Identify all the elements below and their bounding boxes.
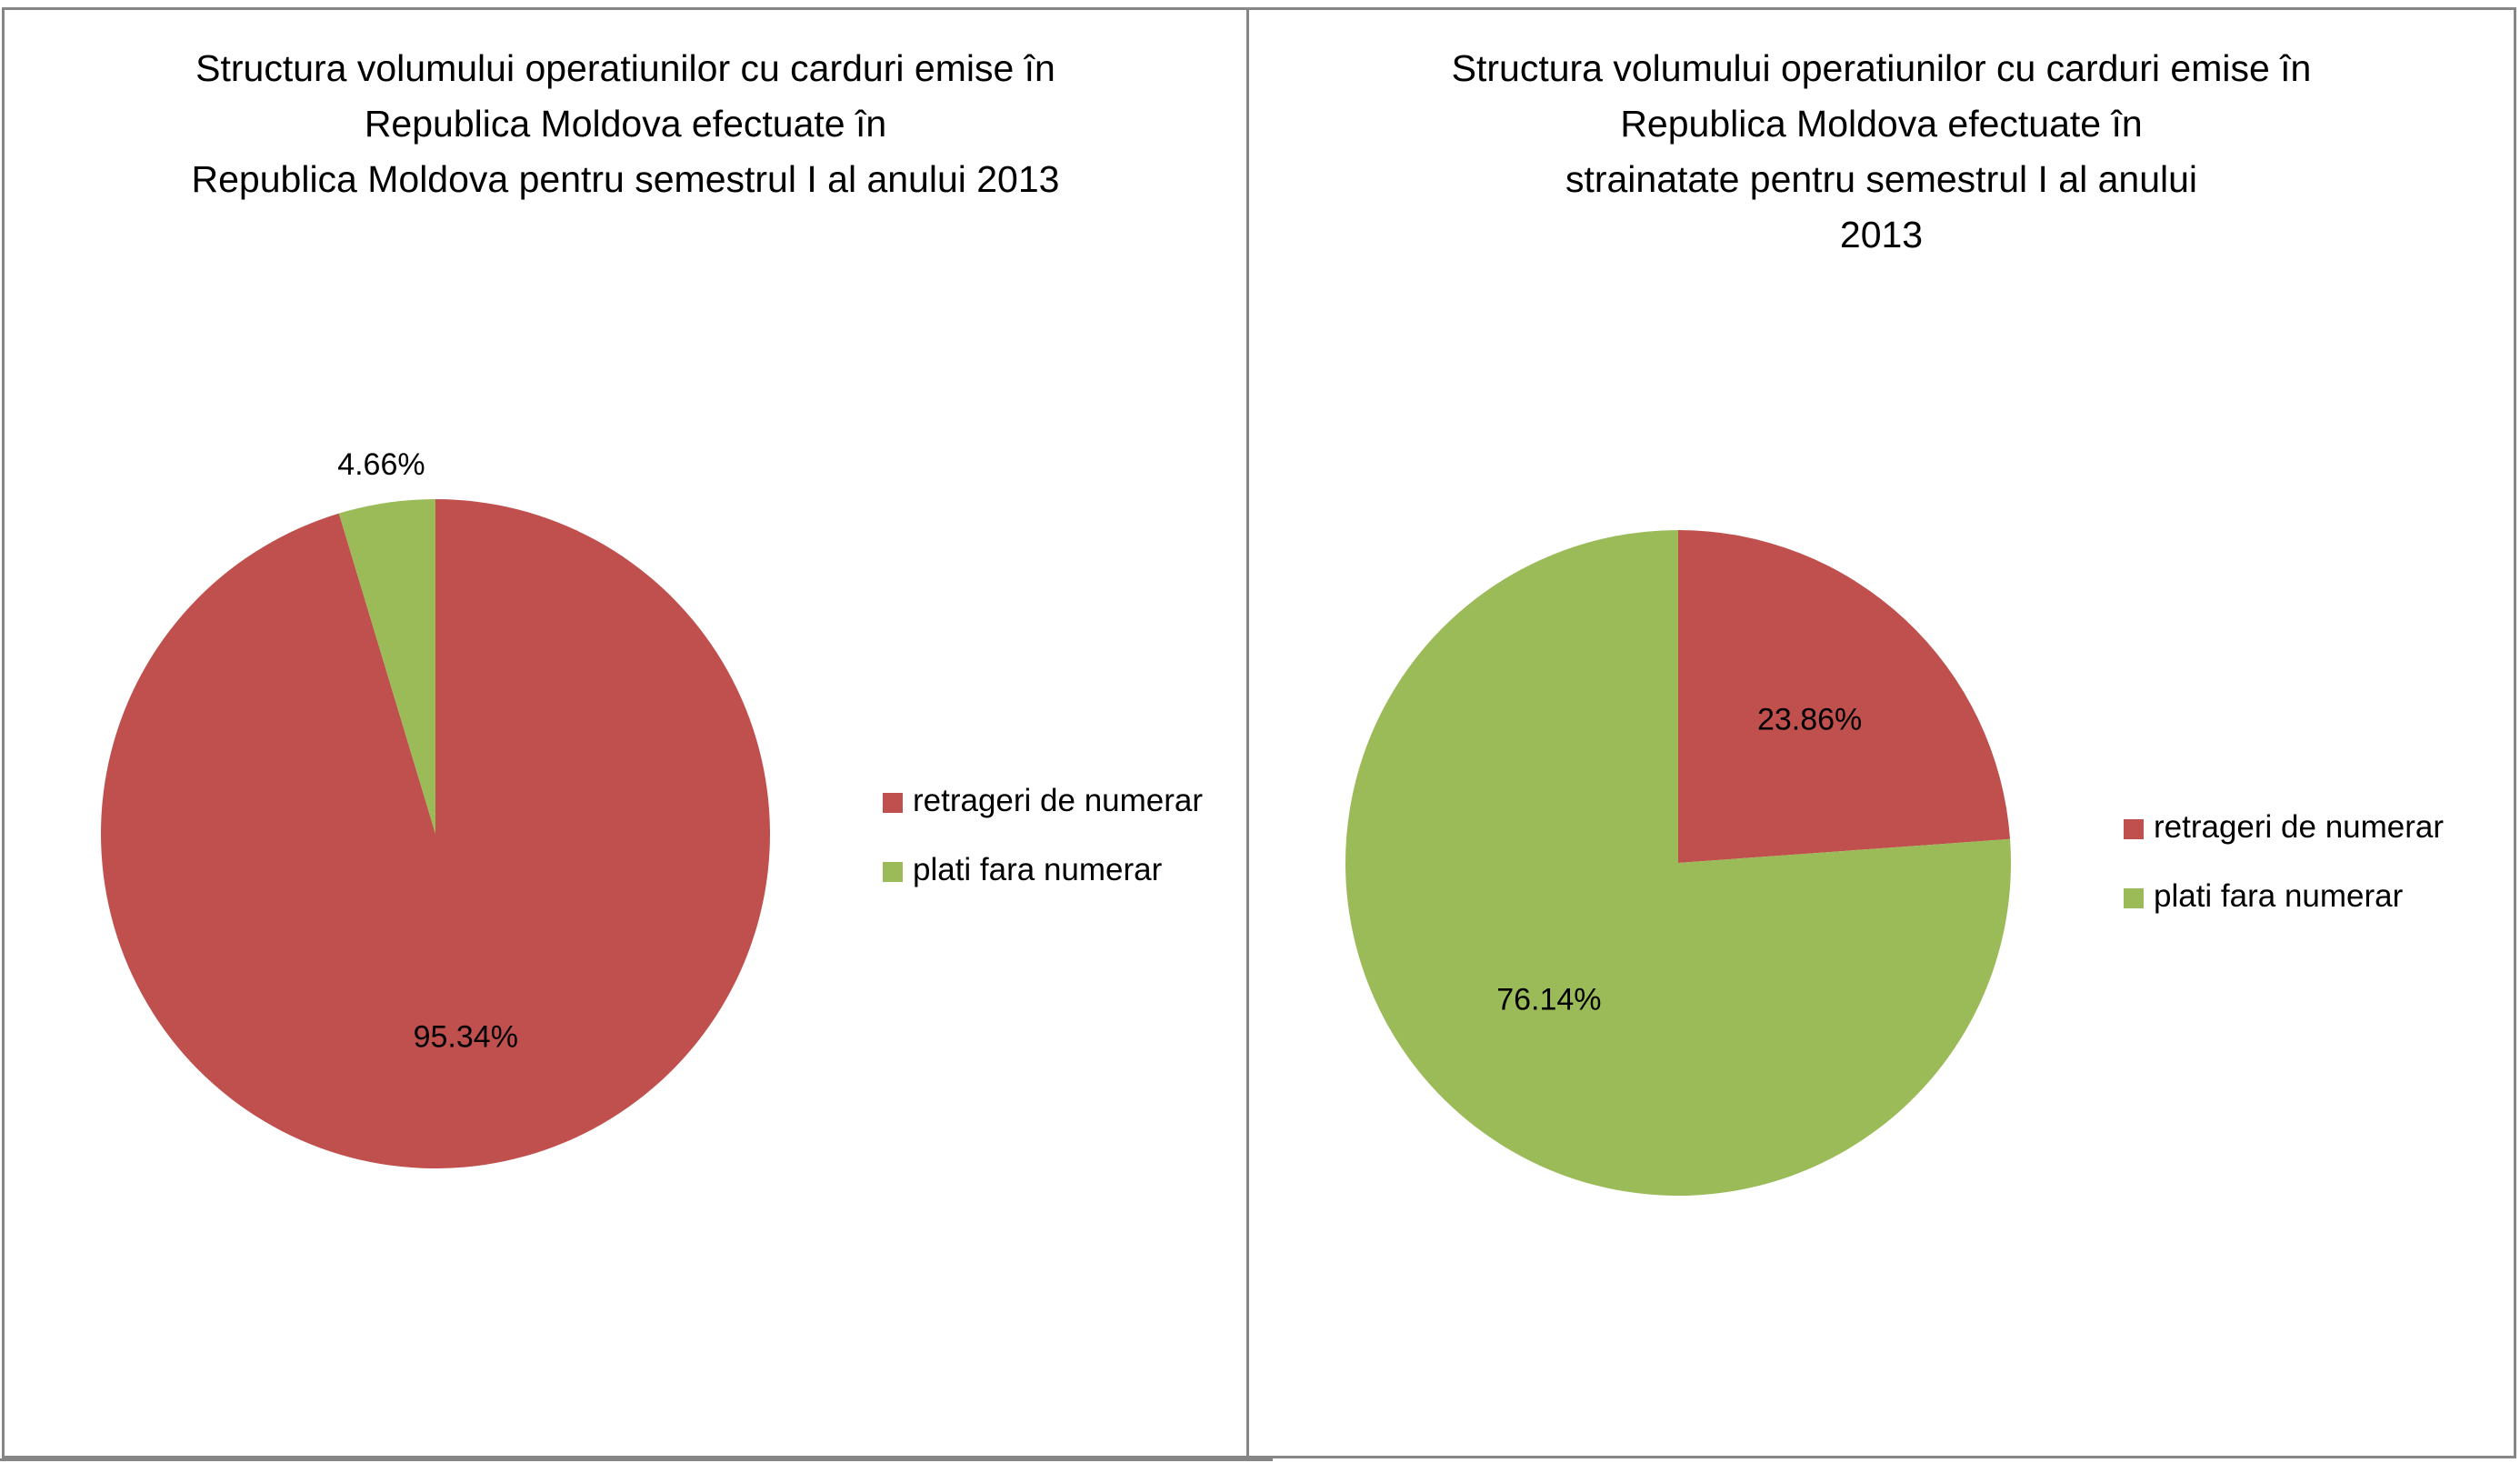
data-label: 4.66%	[337, 447, 425, 482]
chart-title: Structura volumului operatiunilor cu car…	[1249, 41, 2514, 263]
chart-title-line: Republica Moldova efectuate în	[1620, 103, 2143, 145]
pie-slice-plati	[1345, 530, 2011, 1196]
legend-swatch	[2124, 819, 2144, 839]
pie-slice-plati	[338, 499, 435, 834]
pie-chart: 95.34% 4.66%	[101, 447, 771, 1168]
chart-panel-left: Structura volumului operatiunilor cu car…	[2, 7, 1249, 1458]
legend-swatch	[883, 862, 903, 882]
chart-title-line: 2013	[1839, 214, 1924, 256]
legend-label: plati fara numerar	[913, 852, 1163, 887]
chart-title-line: Republica Moldova efectuate în	[364, 103, 887, 145]
data-label: 23.86%	[1757, 703, 1862, 737]
chart-panel-right: Structura volumului operatiunilor cu car…	[1246, 7, 2516, 1458]
chart-title-line: strainatate pentru semestrul I al anului	[1565, 158, 2198, 200]
chart-title-line: Republica Moldova pentru semestrul I al …	[191, 158, 1060, 200]
chart-title-line: Structura volumului operatiunilor cu car…	[195, 47, 1055, 89]
chart-title-line: Structura volumului operatiunilor cu car…	[1451, 47, 2312, 89]
legend-label: retrageri de numerar	[2154, 809, 2445, 845]
data-label: 95.34%	[414, 1020, 518, 1055]
pie-slice-retrageri	[1678, 530, 2011, 863]
chart-title: Structura volumului operatiunilor cu car…	[5, 41, 1246, 207]
legend-label: retrageri de numerar	[913, 783, 1204, 818]
data-label: 76.14%	[1496, 983, 1601, 1017]
pie-chart: 23.86% 76.14%	[1345, 530, 2011, 1196]
page-bottom-border	[0, 1458, 1273, 1461]
legend-swatch	[883, 793, 903, 813]
pie-slice-retrageri	[101, 499, 771, 1168]
legend-swatch	[2124, 888, 2144, 908]
legend-label: plati fara numerar	[2154, 878, 2404, 914]
